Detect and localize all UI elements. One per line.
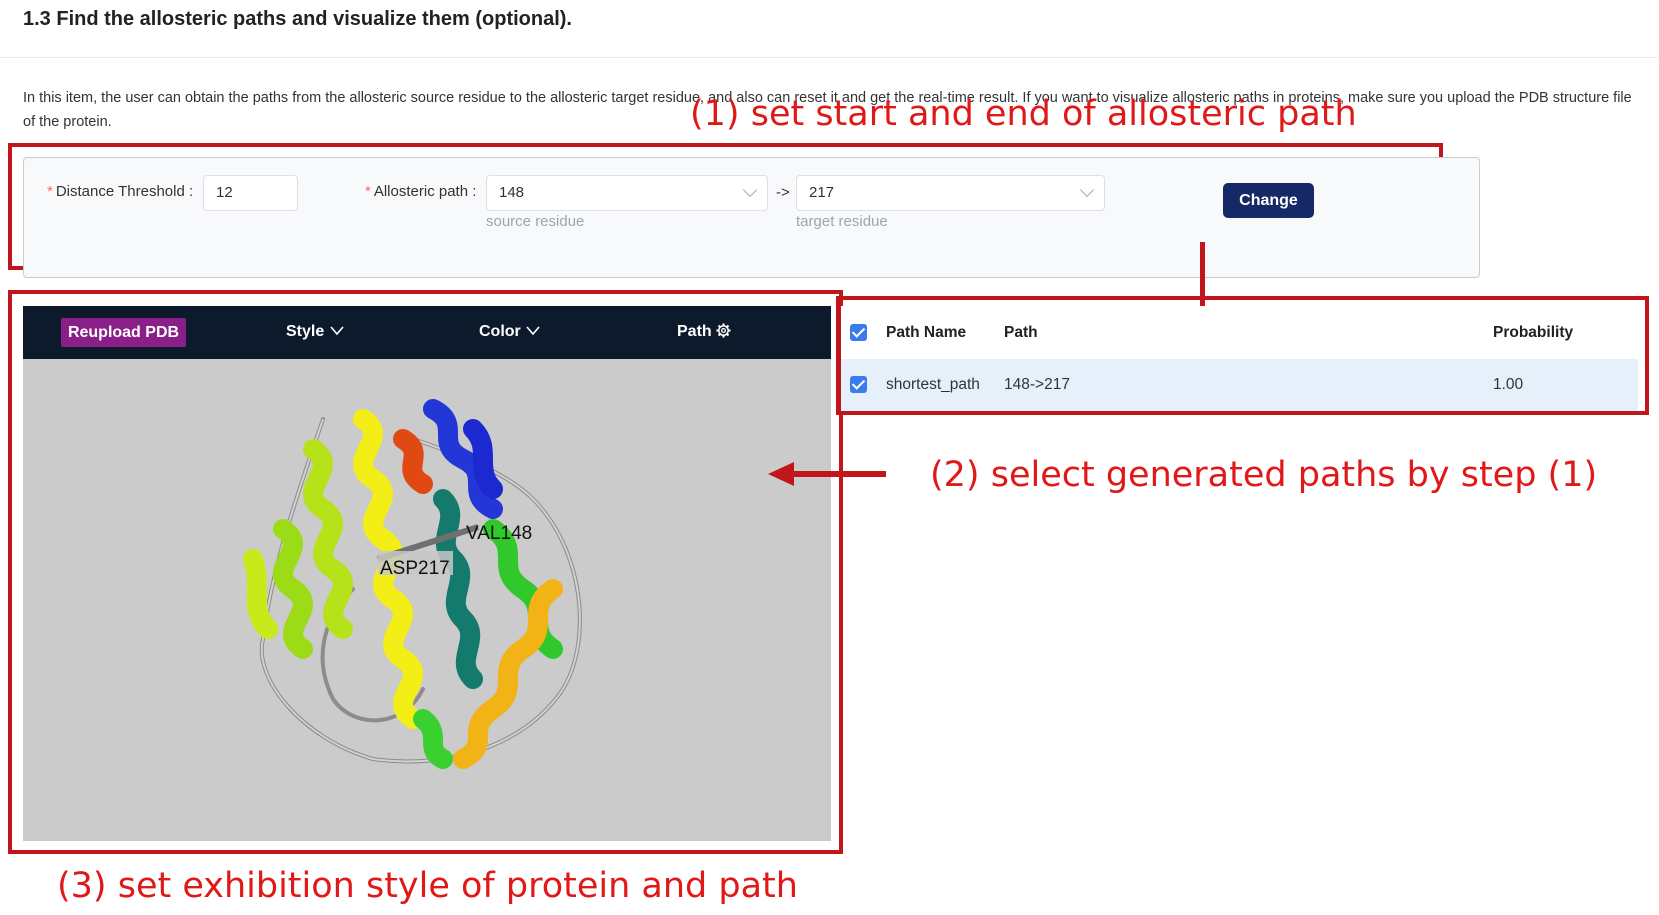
annotation-step1: (1) set start and end of allosteric path — [690, 94, 1357, 134]
annotation-step2: (2) select generated paths by step (1) — [930, 455, 1598, 495]
path-arrow-text: -> — [776, 184, 790, 201]
chevron-down-icon — [742, 182, 758, 198]
target-residue-hint: target residue — [796, 213, 888, 230]
chevron-down-icon — [526, 326, 540, 336]
gear-icon — [716, 323, 731, 338]
allosteric-path-label: * Allosteric path : — [365, 183, 477, 200]
color-menu[interactable]: Color — [479, 323, 540, 341]
residue-label-source: VAL148 — [466, 523, 532, 544]
chevron-down-icon — [330, 326, 344, 336]
source-residue-hint: source residue — [486, 213, 585, 230]
select-all-checkbox[interactable] — [850, 324, 867, 341]
cell-path-name: shortest_path — [886, 376, 980, 393]
arrow-left-icon — [768, 462, 886, 486]
source-residue-select[interactable]: 148 — [486, 175, 768, 211]
path-menu[interactable]: Path — [677, 323, 731, 341]
column-header-path-name: Path Name — [886, 324, 967, 341]
protein-structure-graphic: VAL148 ASP217 — [243, 399, 582, 769]
distance-threshold-label: * Distance Threshold : — [47, 183, 194, 200]
distance-threshold-input[interactable]: 12 — [203, 175, 298, 211]
row-checkbox[interactable] — [850, 376, 867, 393]
reupload-pdb-button[interactable]: Reupload PDB — [61, 318, 186, 347]
target-residue-value: 217 — [809, 184, 835, 201]
change-button[interactable]: Change — [1223, 183, 1314, 218]
style-menu[interactable]: Style — [286, 323, 344, 341]
annotation-step3: (3) set exhibition style of protein and … — [57, 866, 798, 906]
chevron-down-icon — [1079, 182, 1095, 198]
section-title: 1.3 Find the allosteric paths and visual… — [23, 8, 572, 30]
section-description: In this item, the user can obtain the pa… — [23, 90, 1632, 130]
source-residue-value: 148 — [499, 184, 525, 201]
title-divider — [0, 57, 1659, 58]
column-header-probability: Probability — [1493, 324, 1574, 341]
highlight-box-viewer — [8, 290, 843, 854]
cell-probability: 1.00 — [1493, 376, 1524, 393]
arrow-down-line — [1200, 242, 1205, 312]
highlight-box-table — [836, 296, 1649, 415]
residue-label-target: ASP217 — [380, 558, 450, 579]
target-residue-select[interactable]: 217 — [796, 175, 1105, 211]
cell-path: 148->217 — [1004, 376, 1070, 393]
column-header-path: Path — [1004, 324, 1038, 341]
table-row[interactable] — [841, 359, 1638, 412]
